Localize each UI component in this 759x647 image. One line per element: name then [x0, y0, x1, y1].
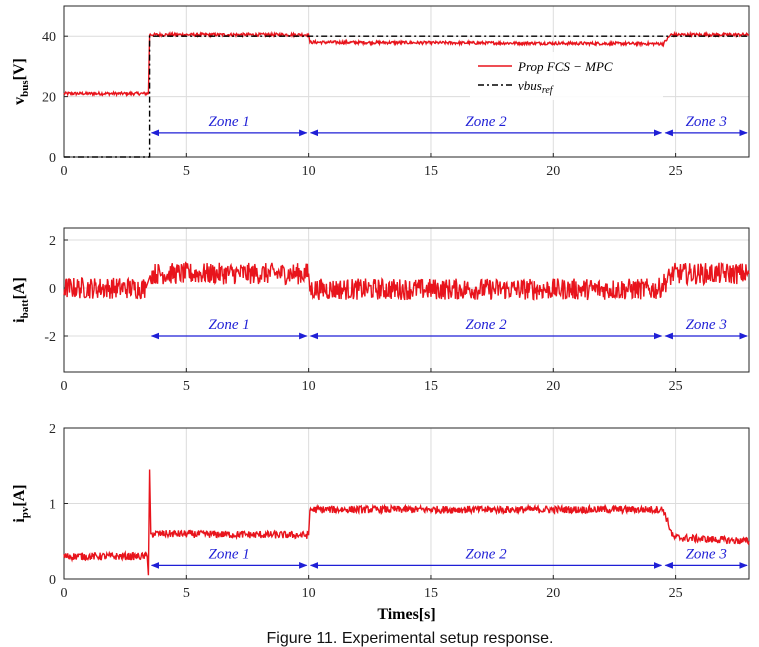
panel-1: 0 5 10 15 20 25 0 20 40 vbus[V] Zone 1 Zone 2 Zone 3…: [11, 5, 750, 179]
y-tick-label: 20: [42, 91, 56, 106]
series-line-prop-fcs-mpc: [63, 469, 750, 576]
panel-3: 0 5 10 15 20 25 0 1 2 ipv[A] Times[s] Zone 1 Zone 2 Z…: [11, 422, 750, 623]
x-tick-label: 10: [302, 164, 316, 179]
zone-label: Zone 2: [465, 546, 507, 562]
axes-box: [63, 5, 750, 158]
x-tick-label: 5: [183, 586, 190, 601]
x-tick-label: 25: [669, 379, 683, 394]
y-tick-label: 0: [49, 573, 56, 588]
zone-label: Zone 1: [209, 317, 250, 333]
x-tick-label: 0: [61, 379, 68, 394]
x-tick-label: 10: [302, 379, 316, 394]
legend-label: vbusref: [518, 78, 554, 96]
figure-caption: Figure 11. Experimental setup response.: [267, 630, 554, 647]
x-tick-label: 10: [302, 586, 316, 601]
x-axis-label: Times[s]: [377, 606, 435, 623]
y-tick-label: -2: [44, 330, 56, 345]
x-tick-label: 20: [546, 164, 560, 179]
legend-label: Prop FCS − MPC: [517, 59, 613, 74]
x-tick-label: 25: [669, 164, 683, 179]
legend: Prop FCS − MPC vbusref: [470, 52, 663, 100]
zone-label: Zone 2: [465, 114, 507, 130]
series-line-prop-fcs-mpc: [63, 30, 750, 98]
y-tick-label: 1: [49, 498, 56, 513]
y-axis-label: ibatt[A]: [11, 277, 31, 323]
axes-box: [63, 227, 750, 373]
x-tick-label: 5: [183, 379, 190, 394]
legend-box: [470, 52, 663, 100]
x-tick-label: 25: [669, 586, 683, 601]
zone-label: Zone 3: [686, 546, 727, 562]
zone-label: Zone 2: [465, 317, 507, 333]
x-tick-label: 15: [424, 586, 438, 601]
series-line-vbus-ref: [64, 35, 749, 158]
x-tick-label: 15: [424, 379, 438, 394]
x-tick-label: 20: [546, 586, 560, 601]
zone-label: Zone 1: [209, 114, 250, 130]
zone-label: Zone 3: [686, 114, 727, 130]
x-tick-label: 5: [183, 164, 190, 179]
zone-label: Zone 1: [209, 546, 250, 562]
x-tick-label: 20: [546, 379, 560, 394]
y-tick-label: 2: [49, 422, 56, 437]
y-axis-label: ipv[A]: [11, 484, 31, 522]
panel-2: 0 5 10 15 20 25 -2 0 2 ibatt[A] Zone 1 Zone 2 Zone 3: [11, 227, 750, 394]
y-tick-label: 2: [49, 234, 56, 249]
x-tick-label: 0: [61, 586, 68, 601]
y-axis-label: vbus[V]: [11, 58, 31, 105]
x-tick-label: 15: [424, 164, 438, 179]
zone-label: Zone 3: [686, 317, 727, 333]
y-tick-label: 40: [42, 30, 56, 45]
series-line-prop-fcs-mpc: [63, 261, 750, 301]
y-tick-label: 0: [49, 151, 56, 166]
x-tick-label: 0: [61, 164, 68, 179]
y-tick-label: 0: [49, 282, 56, 297]
